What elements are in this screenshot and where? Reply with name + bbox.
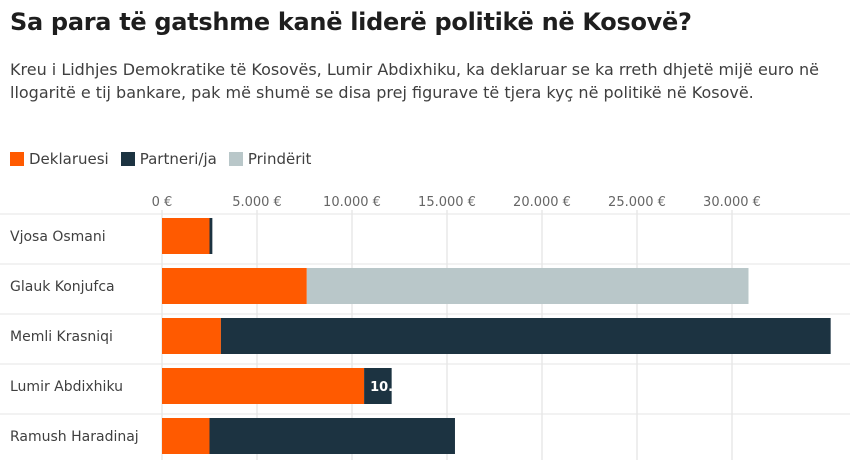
- legend-item-partneri: Partneri/ja: [120, 150, 217, 168]
- legend-swatch-deklaruesi: [10, 152, 24, 166]
- bar-segment: [364, 368, 392, 404]
- data-label: 7.620,5 €: [216, 230, 285, 245]
- legend-swatch-partneri: [120, 152, 135, 166]
- data-label: 10.637 €: [370, 380, 434, 395]
- bar-segment: [162, 218, 210, 254]
- x-tick-label: 30.000 €: [703, 195, 761, 210]
- bar-segment: [162, 318, 221, 354]
- chart-title: Sa para të gatshme kanë liderë politikë …: [10, 8, 692, 36]
- bar-segment: [306, 268, 749, 304]
- legend-label-partneri: Partneri/ja: [139, 150, 217, 168]
- x-tick-label: 10.000 €: [323, 195, 381, 210]
- x-tick-label: 20.000 €: [513, 195, 571, 210]
- category-label: Glauk Konjufca: [10, 279, 115, 295]
- bar-segment: [209, 218, 213, 254]
- bar-segment: [209, 418, 455, 454]
- legend-label-deklaruesi: Deklaruesi: [29, 150, 109, 168]
- legend-label-prinderit: Prindërit: [247, 150, 312, 168]
- x-tick-label: 0 €: [152, 195, 173, 210]
- category-label: Memli Krasniqi: [10, 329, 113, 345]
- x-tick-label: 25.000 €: [608, 195, 666, 210]
- bar-segment: [162, 368, 365, 404]
- legend: Deklaruesi Partneri/ja Prindërit: [10, 150, 323, 168]
- bar-segment: [220, 318, 831, 354]
- x-tick-label: 5.000 €: [232, 195, 282, 210]
- bar-segment: [162, 418, 210, 454]
- category-label: Lumir Abdixhiku: [10, 379, 123, 395]
- legend-item-deklaruesi: Deklaruesi: [10, 150, 109, 168]
- x-tick-label: 15.000 €: [418, 195, 476, 210]
- legend-item-prinderit: Prindërit: [228, 150, 312, 168]
- category-label: Ramush Haradinaj: [10, 429, 139, 445]
- legend-swatch-prinderit: [228, 152, 243, 166]
- category-label: Vjosa Osmani: [10, 229, 106, 245]
- chart-subtitle: Kreu i Lidhjes Demokratike të Kosovës, L…: [10, 60, 820, 102]
- bar-segment: [162, 268, 307, 304]
